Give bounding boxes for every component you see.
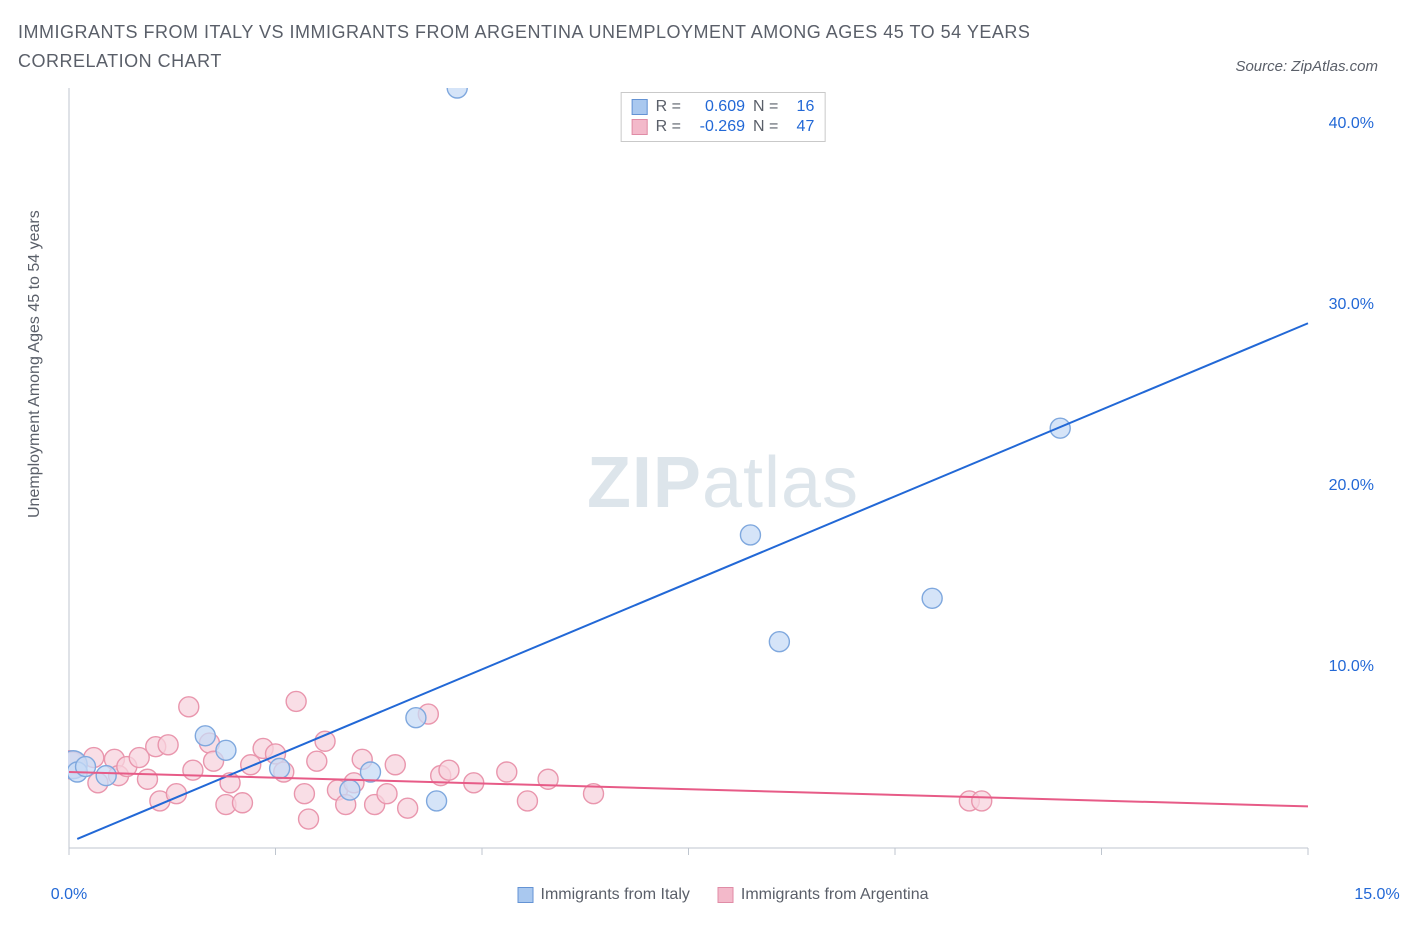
series-swatch-argentina [718, 887, 734, 903]
chart-container: Unemployment Among Ages 45 to 54 years Z… [38, 88, 1388, 908]
legend-r-label: R = [656, 98, 681, 116]
legend-n-label: N = [753, 118, 778, 136]
y-tick-label: 30.0% [1329, 296, 1374, 314]
x-tick-max: 15.0% [1354, 886, 1399, 904]
y-axis-label: Unemployment Among Ages 45 to 54 years [26, 210, 44, 518]
plot-area: ZIPatlas R = 0.609 N = 16 R = -0.269 N =… [68, 88, 1378, 878]
legend-swatch-italy [632, 99, 648, 115]
legend-r-italy: 0.609 [689, 98, 745, 116]
source-attribution: Source: ZipAtlas.com [1235, 58, 1378, 75]
legend-n-argentina: 47 [786, 118, 814, 136]
legend-row-italy: R = 0.609 N = 16 [632, 97, 815, 117]
series-legend-italy: Immigrants from Italy [518, 886, 690, 904]
scatter-plot [68, 88, 1378, 878]
legend-r-label: R = [656, 118, 681, 136]
series-name-argentina: Immigrants from Argentina [741, 886, 929, 904]
legend-n-italy: 16 [786, 98, 814, 116]
y-tick-label: 40.0% [1329, 115, 1374, 133]
x-tick-min: 0.0% [51, 886, 87, 904]
correlation-legend: R = 0.609 N = 16 R = -0.269 N = 47 [621, 92, 826, 142]
legend-swatch-argentina [632, 119, 648, 135]
legend-n-label: N = [753, 98, 778, 116]
legend-r-argentina: -0.269 [689, 118, 745, 136]
series-legend: Immigrants from Italy Immigrants from Ar… [518, 886, 929, 904]
chart-title: IMMIGRANTS FROM ITALY VS IMMIGRANTS FROM… [18, 18, 1118, 76]
y-tick-label: 20.0% [1329, 477, 1374, 495]
series-legend-argentina: Immigrants from Argentina [718, 886, 929, 904]
series-swatch-italy [518, 887, 534, 903]
legend-row-argentina: R = -0.269 N = 47 [632, 117, 815, 137]
series-name-italy: Immigrants from Italy [541, 886, 690, 904]
y-tick-label: 10.0% [1329, 658, 1374, 676]
